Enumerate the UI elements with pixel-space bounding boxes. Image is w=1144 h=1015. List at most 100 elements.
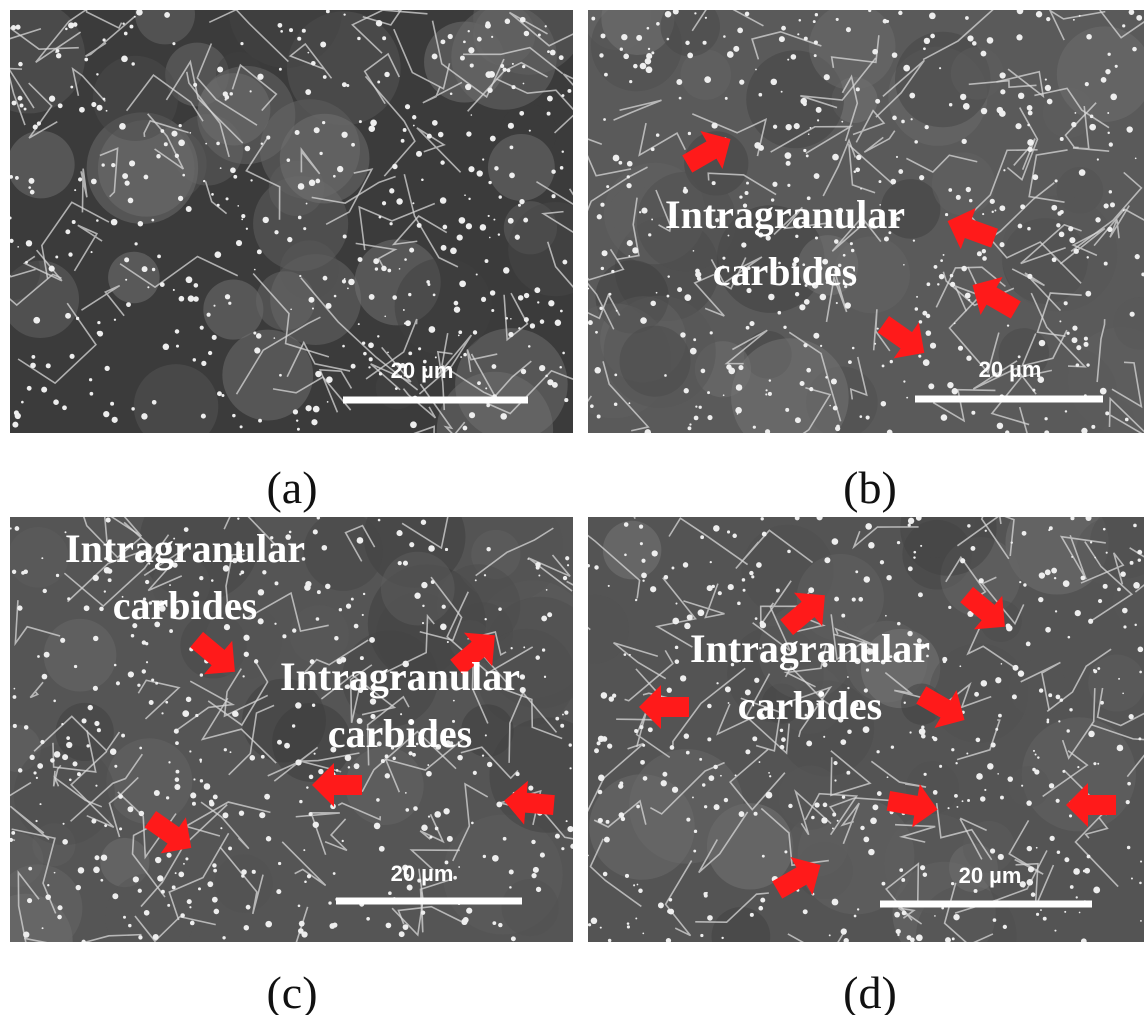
precipitate (328, 901, 331, 904)
precipitate (1049, 783, 1054, 788)
precipitate (307, 874, 311, 878)
precipitate (1136, 15, 1142, 21)
precipitate (512, 85, 516, 89)
precipitate (81, 718, 86, 723)
precipitate (76, 317, 79, 320)
precipitate (906, 397, 908, 399)
precipitate (1037, 756, 1039, 758)
precipitate (487, 762, 492, 767)
precipitate (865, 523, 872, 530)
precipitate (307, 52, 309, 54)
precipitate (317, 590, 321, 594)
precipitate (93, 636, 98, 641)
grain (731, 338, 849, 456)
precipitate (89, 378, 92, 381)
precipitate (808, 587, 814, 593)
precipitate (342, 82, 347, 87)
precipitate (545, 25, 547, 27)
precipitate (982, 213, 984, 215)
precipitate (637, 884, 639, 886)
precipitate (667, 38, 670, 41)
precipitate (820, 345, 822, 347)
precipitate (190, 921, 195, 926)
precipitate (908, 566, 913, 571)
precipitate (760, 621, 765, 626)
precipitate (379, 216, 382, 219)
precipitate (315, 371, 321, 377)
precipitate (243, 635, 249, 641)
precipitate (1012, 694, 1017, 699)
precipitate (672, 567, 675, 570)
precipitate (378, 519, 381, 522)
precipitate (485, 21, 490, 26)
precipitate (225, 294, 230, 299)
precipitate (303, 849, 305, 851)
precipitate (116, 681, 120, 685)
precipitate (333, 872, 336, 875)
panel-label: (d) (843, 967, 897, 1015)
precipitate (642, 744, 645, 747)
precipitate (369, 125, 376, 132)
precipitate (762, 855, 765, 858)
precipitate (121, 734, 125, 738)
precipitate (359, 120, 362, 123)
precipitate (563, 576, 567, 580)
precipitate (102, 38, 105, 41)
precipitate (62, 839, 68, 845)
precipitate (1038, 597, 1043, 602)
precipitate (601, 267, 604, 270)
precipitate (1130, 561, 1134, 565)
precipitate (713, 765, 718, 770)
precipitate (17, 246, 19, 248)
precipitate (213, 869, 217, 873)
precipitate (76, 885, 81, 890)
grain (932, 152, 995, 215)
precipitate (640, 63, 647, 70)
precipitate (1098, 599, 1102, 603)
precipitate (1090, 115, 1094, 119)
precipitate (15, 413, 21, 419)
scale-bar-label: 20 µm (979, 357, 1042, 382)
precipitate (127, 806, 133, 812)
precipitate (318, 769, 323, 774)
precipitate (161, 890, 165, 894)
precipitate (68, 252, 72, 256)
precipitate (1095, 217, 1100, 222)
precipitate (597, 741, 601, 745)
precipitate (382, 201, 386, 205)
precipitate (381, 759, 385, 763)
precipitate (421, 910, 425, 914)
precipitate (84, 605, 90, 611)
precipitate (428, 545, 435, 552)
precipitate (195, 714, 198, 717)
precipitate (1045, 85, 1051, 91)
precipitate (123, 916, 126, 919)
precipitate (175, 154, 179, 158)
precipitate (629, 654, 631, 656)
precipitate (1091, 425, 1095, 429)
precipitate (153, 934, 159, 940)
precipitate (152, 268, 155, 271)
precipitate (598, 775, 605, 782)
precipitate (675, 646, 679, 650)
precipitate (56, 49, 60, 53)
precipitate (688, 132, 691, 135)
precipitate (567, 826, 573, 832)
precipitate (387, 352, 389, 354)
precipitate (118, 794, 123, 799)
precipitate (211, 193, 214, 196)
precipitate (860, 188, 862, 190)
precipitate (311, 419, 317, 425)
precipitate (956, 806, 958, 808)
precipitate (564, 398, 568, 402)
precipitate (832, 154, 839, 161)
precipitate (916, 515, 922, 521)
precipitate (125, 279, 127, 281)
precipitate (962, 139, 967, 144)
precipitate (493, 219, 495, 221)
precipitate (667, 295, 670, 298)
precipitate (588, 320, 593, 325)
precipitate (91, 102, 96, 107)
precipitate (814, 54, 817, 57)
precipitate (129, 160, 135, 166)
